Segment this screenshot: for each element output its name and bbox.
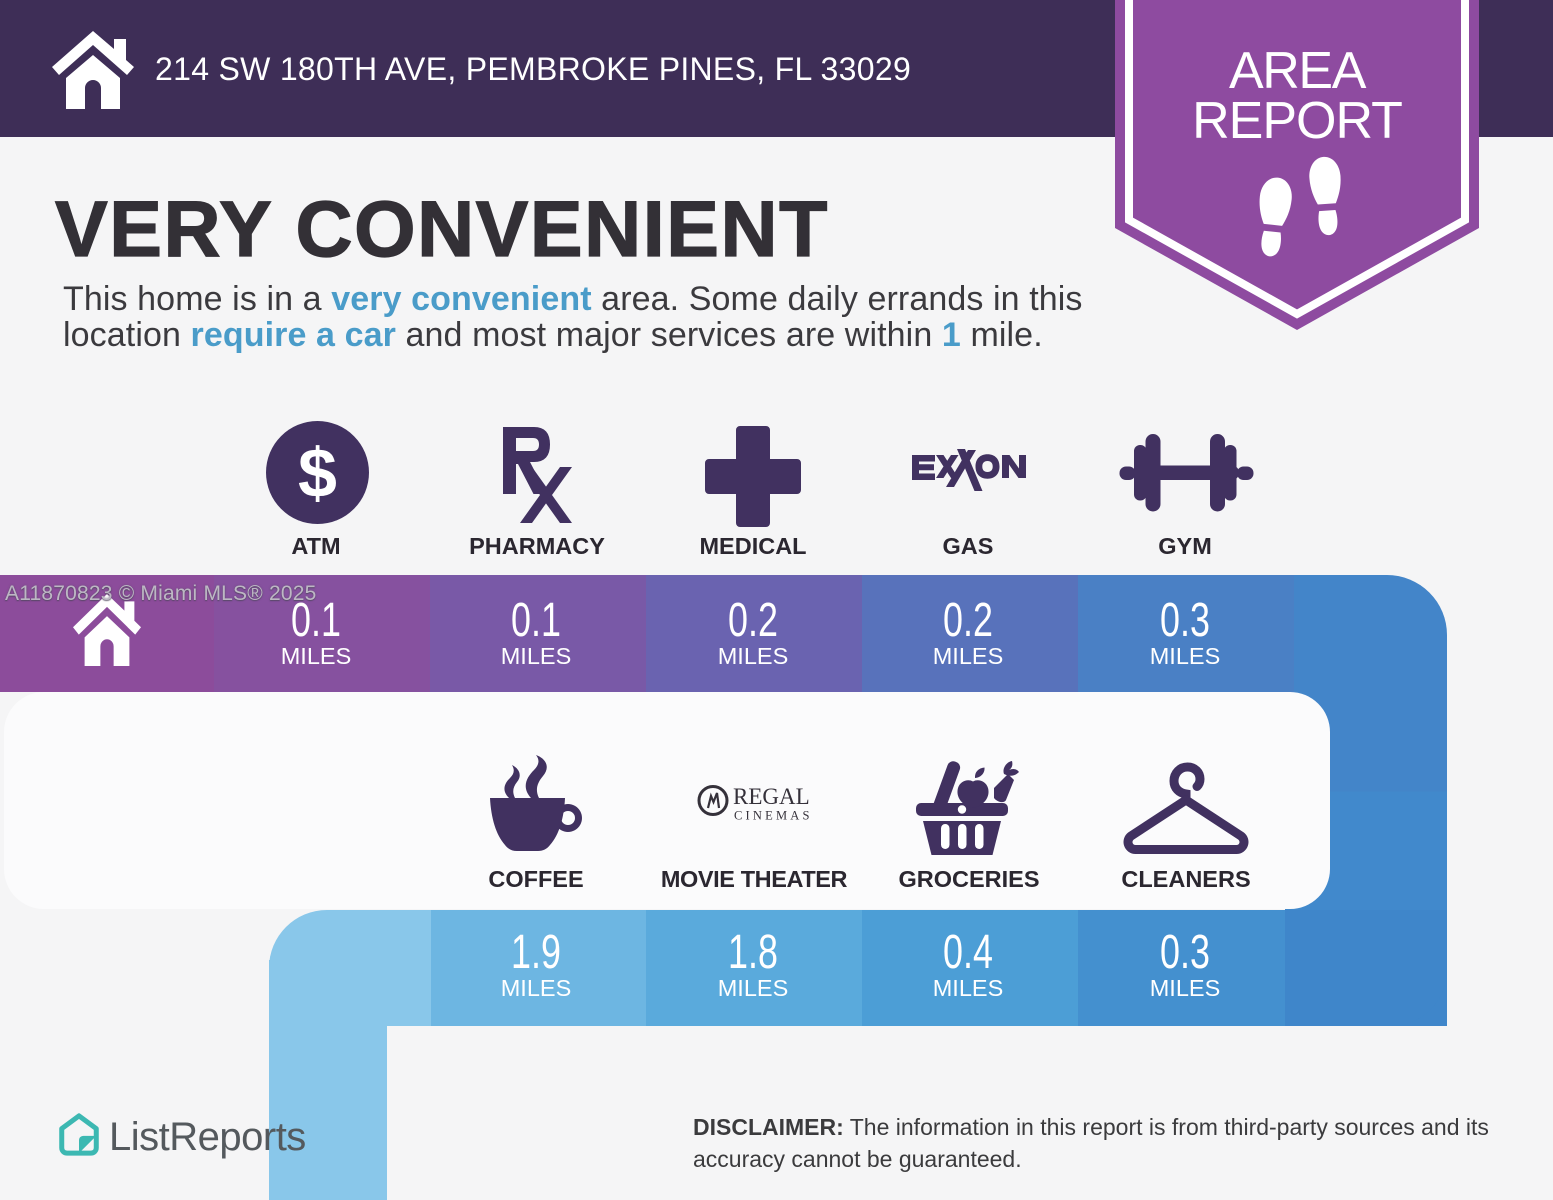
svg-text:REPORT: REPORT bbox=[1192, 92, 1402, 150]
svg-text:CINEMAS: CINEMAS bbox=[734, 809, 813, 823]
svg-text:AREA: AREA bbox=[1229, 42, 1367, 100]
svg-text:REGAL: REGAL bbox=[733, 784, 810, 809]
svg-text:$: $ bbox=[298, 434, 337, 512]
